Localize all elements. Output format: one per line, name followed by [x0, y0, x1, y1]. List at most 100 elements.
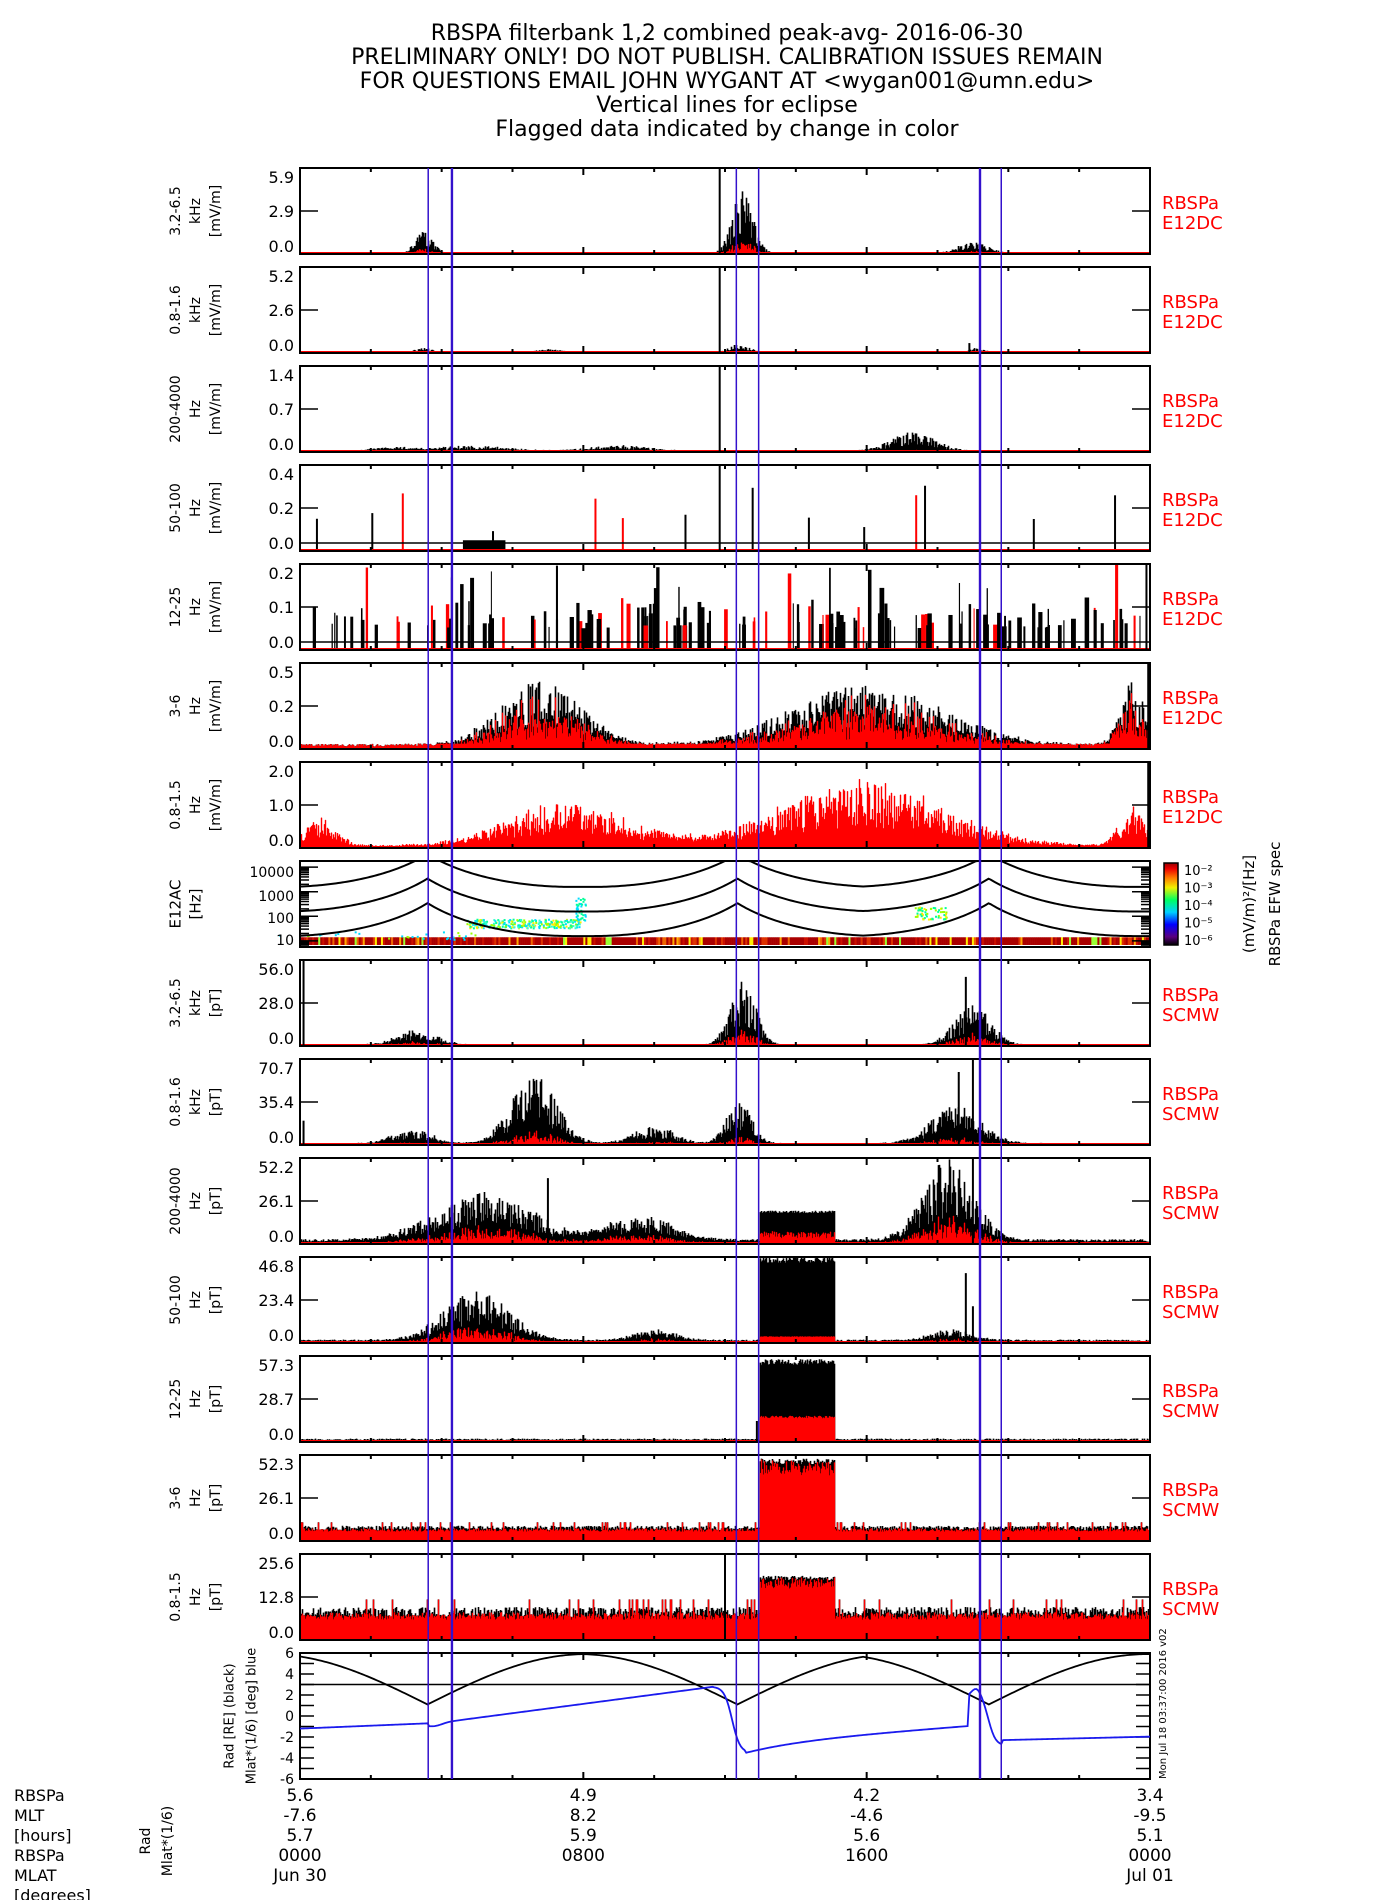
- instrument-label: RBSPa: [1162, 1183, 1219, 1204]
- spectrogram-cell: [538, 937, 542, 945]
- spectrogram-cell: [1002, 937, 1005, 945]
- spectrogram-cell: [644, 937, 647, 945]
- spectrogram-cell: [574, 920, 577, 923]
- spectrogram-cell: [729, 937, 732, 945]
- data-bar: [684, 514, 687, 551]
- data-bar: [742, 624, 746, 650]
- spectrogram-cell: [921, 937, 924, 945]
- spectrogram-cell: [443, 937, 447, 945]
- spectrogram-cell: [556, 922, 559, 925]
- spectrogram-cell: [545, 920, 548, 923]
- spectrogram-cell: [387, 937, 390, 945]
- spectrogram-cell: [407, 936, 410, 939]
- spectrogram-cell: [521, 924, 524, 927]
- spectrogram-cell: [666, 937, 669, 945]
- spectrogram-cell: [623, 937, 627, 945]
- spectrogram-cell: [944, 907, 947, 910]
- panel-e12ac-spectrogram: 10 100 1000 10000 10⁻⁶ 10⁻⁵ 10⁻⁴ 10⁻³ 10⁻² (mV/m)…: [167, 842, 1285, 967]
- spectrogram-cell: [961, 937, 965, 945]
- spectrogram-cell: [484, 922, 487, 925]
- data-bar: [649, 604, 652, 650]
- spectrogram-cell: [692, 937, 695, 945]
- data-bar: [1119, 619, 1124, 650]
- spectrogram-cell: [686, 937, 689, 945]
- spectrogram-cell: [919, 908, 922, 911]
- flagged-bar: [445, 604, 450, 650]
- title-line-4: Vertical lines for eclipse: [596, 93, 858, 118]
- x-axis-value-mlt: 5.7: [286, 1826, 313, 1846]
- spectrogram-cell: [684, 937, 687, 945]
- spectrogram-cell: [834, 937, 837, 945]
- spectrogram-cell: [453, 937, 457, 945]
- spectrogram-cell: [662, 937, 665, 945]
- spectrogram-cell: [698, 937, 702, 945]
- spectrogram-cell: [571, 921, 574, 924]
- flagged-bar: [915, 495, 918, 551]
- spectrogram-cell: [520, 937, 523, 945]
- y-axis-label: 12-25: [168, 1379, 184, 1420]
- spectrogram-cell: [536, 937, 540, 945]
- spectrogram-cell: [354, 931, 357, 934]
- spectrogram-cell: [937, 937, 940, 945]
- spectrogram-cell: [332, 937, 335, 945]
- spectrogram-cell: [563, 927, 566, 930]
- spectrogram-cell: [925, 937, 928, 945]
- spectrogram-cell: [470, 937, 473, 945]
- spectrogram-cell: [937, 916, 940, 919]
- data-bar: [460, 584, 464, 650]
- spectrogram-cell: [585, 937, 588, 945]
- spectrogram-cell: [603, 937, 606, 945]
- y-axis-label: Hz: [188, 796, 204, 814]
- spectrogram-cell: [929, 907, 932, 910]
- spectrogram-cell: [568, 921, 571, 924]
- spectrogram-cell: [1008, 937, 1011, 945]
- instrument-label: RBSPa: [1162, 589, 1219, 610]
- data-bar: [470, 577, 475, 650]
- spectrogram-cell: [1058, 937, 1062, 945]
- spectrogram-cell: [670, 937, 673, 945]
- spectrogram-cell: [478, 937, 481, 945]
- spectrogram-cell: [575, 919, 578, 922]
- spectrogram-cell: [565, 925, 568, 928]
- spectrogram-cell: [547, 922, 550, 925]
- spectrogram-cell: [501, 920, 504, 923]
- y-axis-label: kHz: [188, 297, 204, 323]
- spectrogram-cell: [557, 926, 560, 929]
- spectrogram-cell: [899, 937, 902, 945]
- spectrogram-cell: [1075, 937, 1078, 945]
- x-axis-value-time: 1600: [845, 1846, 888, 1866]
- y-axis-label: 200-4000: [168, 1167, 184, 1234]
- data-bar: [1100, 623, 1104, 650]
- spectrogram-cell: [503, 919, 506, 922]
- data-bar: [374, 624, 378, 650]
- spectrogram-cell: [838, 937, 841, 945]
- spectrogram-cell: [514, 937, 517, 945]
- y-tick-label: 26.1: [258, 1489, 294, 1508]
- spectrogram-cell: [1115, 937, 1118, 945]
- spectrogram-cell: [419, 937, 422, 945]
- spectrogram-cell: [583, 898, 586, 901]
- data-bar: [336, 615, 338, 650]
- data-bar: [697, 601, 702, 650]
- flagged-bar: [825, 614, 830, 650]
- spectrogram-cell: [472, 927, 475, 930]
- spectrogram-cell: [557, 937, 560, 945]
- data-bar: [606, 627, 610, 650]
- data-bar: [489, 614, 492, 650]
- data-bar: [587, 610, 592, 650]
- flagged-bar: [808, 606, 811, 650]
- spectrogram-cell: [508, 937, 511, 945]
- spectrogram-cell: [930, 918, 933, 921]
- spectrogram-cell: [518, 924, 521, 927]
- data-bar: [679, 625, 682, 650]
- data-bar: [976, 609, 981, 650]
- spectrogram-cell: [378, 937, 382, 945]
- spectrogram-cell: [1083, 937, 1086, 945]
- instrument-label: SCMW: [1162, 1401, 1220, 1422]
- y-tick-label: 5.2: [269, 267, 294, 286]
- spectrogram-cell: [433, 937, 436, 945]
- instrument-label: RBSPa: [1162, 787, 1219, 808]
- spectrogram-cell: [1099, 937, 1102, 945]
